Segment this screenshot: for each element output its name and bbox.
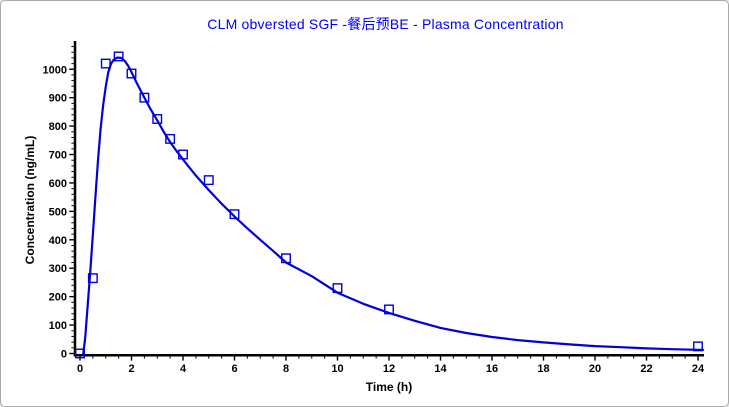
x-axis-label: Time (h): [366, 380, 412, 394]
x-tick-label: 10: [331, 363, 343, 375]
axis-ticks: [69, 46, 699, 361]
predicted-curve: [82, 56, 705, 355]
y-tick-label: 1000: [43, 64, 67, 76]
y-tick-label: 400: [49, 235, 67, 247]
y-tick-label: 500: [49, 206, 67, 218]
data-point-marker: [152, 114, 163, 124]
x-tick-label: 14: [434, 363, 447, 375]
y-tick-label: 300: [49, 263, 67, 275]
y-tick-label: 900: [49, 93, 67, 105]
x-tick-label: 8: [283, 363, 289, 375]
data-point-marker: [87, 273, 98, 284]
y-tick-label: 200: [49, 292, 67, 304]
x-tick-label: 0: [77, 363, 83, 375]
data-point-marker: [229, 209, 240, 220]
y-tick-label: 700: [49, 150, 67, 162]
data-point-marker: [203, 175, 214, 186]
x-tick-label: 20: [589, 363, 601, 375]
x-tick-label: 24: [692, 363, 705, 375]
x-tick-label: 4: [180, 363, 187, 375]
x-tick-label: 6: [231, 363, 237, 375]
data-point-marker: [126, 68, 137, 79]
series-layer: [75, 51, 705, 359]
y-tick-label: 100: [49, 320, 67, 332]
y-axis-label: Concentration (ng/mL): [23, 136, 37, 265]
x-tick-label: 18: [537, 363, 549, 375]
y-tick-label: 600: [49, 178, 67, 190]
chart-title: CLM obversted SGF -餐后预BE - Plasma Concen…: [207, 16, 564, 32]
x-tick-label: 22: [640, 363, 652, 375]
y-tick-label: 0: [61, 349, 67, 361]
axes: [73, 41, 704, 357]
data-point-marker: [113, 51, 124, 62]
tick-labels: 0 2 4 6 8 10 12 14 16 18 20 22 240100200300400500600…: [43, 64, 705, 375]
x-tick-label: 16: [486, 363, 498, 375]
data-point-marker: [139, 92, 150, 103]
data-point-marker: [100, 58, 111, 69]
x-tick-label: 12: [383, 363, 395, 375]
x-tick-label: 2: [128, 363, 134, 375]
y-tick-label: 800: [49, 121, 67, 133]
